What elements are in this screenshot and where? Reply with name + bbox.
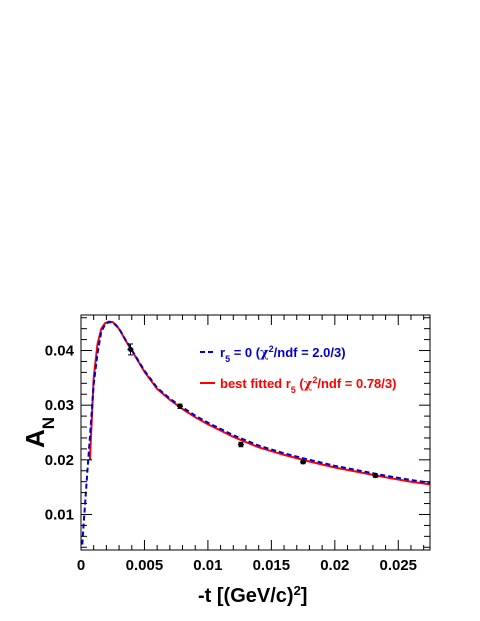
legend-entry-best-fit: best fitted r5 (χ2/ndf = 0.78/3) xyxy=(220,375,396,395)
data-point xyxy=(372,473,379,479)
x-tick-label: 0 xyxy=(77,557,85,574)
curve-best-fit xyxy=(88,320,431,486)
y-axis-label: AN xyxy=(20,417,58,448)
legend-r5-zero-tail: /ndf = 2.0/3) xyxy=(274,345,346,360)
data-point xyxy=(176,403,183,409)
legend-best-fit-chi: χ xyxy=(304,377,313,392)
legend-r5-zero-chi-sup: 2 xyxy=(269,344,274,354)
point-marker xyxy=(372,473,378,479)
plot-frame xyxy=(80,314,431,551)
x-tick-label: 0.01 xyxy=(193,557,222,574)
data-point xyxy=(300,459,307,465)
legend-entry-r5-zero: r5 = 0 (χ2/ndf = 2.0/3) xyxy=(220,344,346,364)
curve-layer xyxy=(81,320,431,545)
y-axis-label-main: A xyxy=(20,429,50,448)
legend-r5-zero-name: r xyxy=(220,345,225,360)
data-point xyxy=(127,343,134,356)
legend-best-fit-name: best fitted r xyxy=(220,376,291,391)
x-axis-label-close: ] xyxy=(301,585,308,607)
x-tick-label: 0.02 xyxy=(320,557,349,574)
legend-best-fit-sub: 5 xyxy=(291,385,296,395)
legend-best-fit-chi-sup: 2 xyxy=(312,375,317,385)
y-tick-label: 0.01 xyxy=(45,506,74,523)
point-marker xyxy=(177,403,183,409)
legend-r5-zero-sub: 5 xyxy=(225,354,230,364)
x-tick-label: 0.005 xyxy=(126,557,164,574)
x-tick-label: 0.015 xyxy=(253,557,291,574)
y-axis-label-sub: N xyxy=(39,417,58,429)
y-tick-label: 0.02 xyxy=(45,452,74,469)
x-tick-label: 0.025 xyxy=(379,557,417,574)
curve-r5-zero xyxy=(81,321,431,545)
point-marker xyxy=(127,346,133,352)
x-axis-label-sup: 2 xyxy=(294,583,301,598)
point-marker xyxy=(300,459,306,465)
legend: r5 = 0 (χ2/ndf = 2.0/3) best fitted r5 (… xyxy=(200,344,396,395)
legend-best-fit-tail: /ndf = 0.78/3) xyxy=(317,376,396,391)
legend-r5-zero-rest: = 0 ( xyxy=(230,345,261,360)
y-tick-label: 0.03 xyxy=(45,397,74,414)
legend-best-fit-rest: ( xyxy=(296,376,305,391)
x-axis-label: -t [(GeV/c)2] xyxy=(198,583,307,608)
x-axis-label-main: -t [(GeV/c) xyxy=(198,585,294,607)
y-tick-label: 0.04 xyxy=(45,343,75,360)
data-point xyxy=(237,441,244,448)
ticks-layer: 0 0.005 0.01 0.015 0.02 0.025 0.01 0.02 0.03 0.04 xyxy=(45,315,430,574)
point-marker xyxy=(238,442,244,448)
points-layer xyxy=(127,343,379,479)
legend-r5-zero-chi: χ xyxy=(260,346,269,361)
